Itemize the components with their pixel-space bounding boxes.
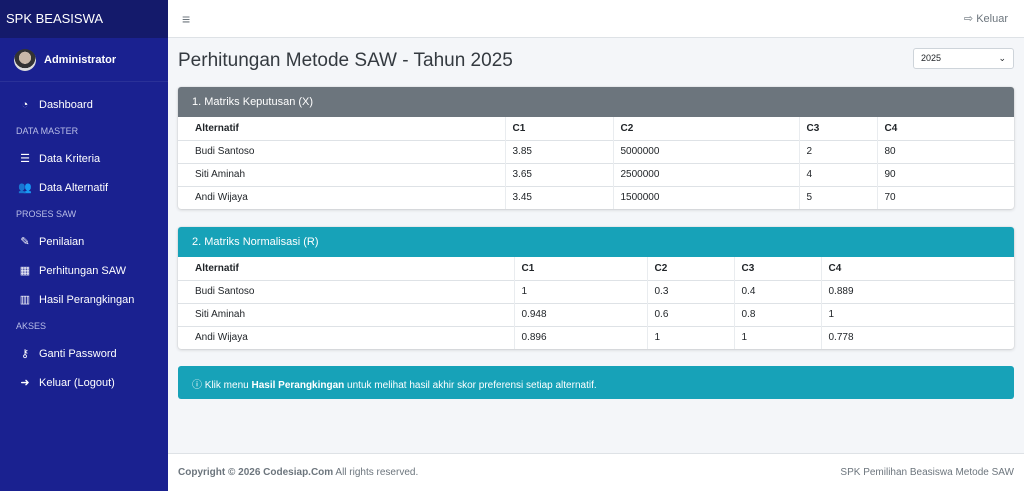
table-cell: 4 xyxy=(798,162,877,186)
topbar: ≡ ⇨ Keluar xyxy=(168,0,1024,38)
table-cell: 80 xyxy=(876,139,1014,163)
table-cell: 5000000 xyxy=(612,139,799,163)
table-cell: 0.778 xyxy=(820,325,1014,349)
sidebar-item-label: Hasil Perangkingan xyxy=(39,293,135,306)
footer: Copyright © 2026 Codesiap.Com All rights… xyxy=(168,453,1024,491)
sidebar-item-hasil-perangkingan[interactable]: ▥ Hasil Perangkingan xyxy=(0,285,168,314)
table-cell: 1 xyxy=(513,279,647,303)
table-cell: 3.45 xyxy=(504,185,613,209)
column-header: C1 xyxy=(513,257,647,280)
normalized-matrix-card: 2. Matriks Normalisasi (R) Alternatif C1 C… xyxy=(178,227,1014,349)
table-cell: 5 xyxy=(798,185,877,209)
table-row: Siti Aminah 0.948 0.6 0.8 1 xyxy=(178,302,1014,326)
column-header: Alternatif xyxy=(195,122,239,134)
table-row: Andi Wijaya 0.896 1 1 0.778 xyxy=(178,325,1014,349)
decision-matrix-card: 1. Matriks Keputusan (X) Alternatif C1 C2 C… xyxy=(178,87,1014,209)
page-title: Perhitungan Metode SAW - Tahun 2025 xyxy=(178,50,513,71)
table-cell: 0.8 xyxy=(733,302,821,326)
user-name: Administrator xyxy=(44,53,117,66)
copyright: Copyright © 2026 Codesiap.Com xyxy=(178,467,334,478)
chart-bar-icon: ▥ xyxy=(19,294,31,306)
sidebar-item-penilaian[interactable]: ✎ Penilaian xyxy=(0,227,168,256)
avatar xyxy=(14,48,36,71)
table-row: Budi Santoso 1 0.3 0.4 0.889 xyxy=(178,279,1014,303)
table-row: Siti Aminah 3.65 2500000 4 90 xyxy=(178,162,1014,186)
sidebar-item-data-alternatif[interactable]: 👥 Data Alternatif xyxy=(0,173,168,202)
sign-out-icon: ➜ xyxy=(20,377,30,389)
table-cell: 0.896 xyxy=(513,325,647,349)
sidebar-item-label: Data Kriteria xyxy=(39,152,101,165)
sidebar-item-keluar-logout[interactable]: ➜ Keluar (Logout) xyxy=(0,368,168,397)
column-header: Alternatif xyxy=(195,262,239,274)
column-header: C1 xyxy=(504,117,613,140)
table-cell: 1 xyxy=(733,325,821,349)
table-cell: Siti Aminah xyxy=(178,162,505,186)
table-cell: Siti Aminah xyxy=(178,302,514,326)
card-title: 1. Matriks Keputusan (X) xyxy=(178,87,1014,117)
table-cell: 0.6 xyxy=(646,302,734,326)
calculator-icon: ▦ xyxy=(19,265,31,277)
table-cell: 2 xyxy=(798,139,877,163)
menu-toggle-icon[interactable]: ≡ xyxy=(182,11,191,27)
table-row: Budi Santoso 3.85 5000000 2 80 xyxy=(178,139,1014,163)
sidebar-item-data-kriteria[interactable]: ☰ Data Kriteria xyxy=(0,144,168,173)
sidebar-item-dashboard[interactable]: ◔ Dashboard xyxy=(0,90,168,119)
table-header-row: Alternatif C1 C2 C3 C4 xyxy=(178,257,1014,280)
edit-icon: ✎ xyxy=(20,236,30,248)
column-header: C2 xyxy=(612,117,799,140)
table-cell: 70 xyxy=(876,185,1014,209)
footer-app-name: SPK Pemilihan Beasiswa Metode SAW xyxy=(840,467,1014,478)
table-header-row: Alternatif C1 C2 C3 C4 xyxy=(178,117,1014,140)
column-header: C2 xyxy=(646,257,734,280)
table-cell: 1500000 xyxy=(612,185,799,209)
table-cell: 0.4 xyxy=(733,279,821,303)
year-select[interactable]: 2025 ⌄ xyxy=(913,48,1014,69)
column-header: C4 xyxy=(820,257,1014,280)
sidebar-nav: ◔ Dashboard DATA MASTER ☰ Data Kriteria 👥 Data… xyxy=(0,82,168,397)
nav-section-header: PROSES SAW xyxy=(16,209,77,219)
dashboard-icon: ◔ xyxy=(21,98,29,111)
table-cell: 1 xyxy=(820,302,1014,326)
sidebar-item-label: Perhitungan SAW xyxy=(39,264,127,277)
chevron-down-icon: ⌄ xyxy=(998,53,1006,63)
table-cell: 3.85 xyxy=(504,139,613,163)
user-panel[interactable]: Administrator xyxy=(0,38,168,82)
brand-logo[interactable]: SPK BEASISWA xyxy=(0,0,168,38)
logout-link[interactable]: ⇨ Keluar xyxy=(963,13,1008,25)
normalized-matrix-table: Alternatif C1 C2 C3 C4 Budi Santoso 1 0.3 0.4 0.8… xyxy=(178,257,1014,349)
sidebar-item-label: Keluar (Logout) xyxy=(39,376,115,389)
sidebar-item-ganti-password[interactable]: ⚷ Ganti Password xyxy=(0,339,168,368)
table-cell: Budi Santoso xyxy=(178,139,505,163)
table-cell: 0.948 xyxy=(513,302,647,326)
column-header: C4 xyxy=(876,117,1014,140)
table-cell: 2500000 xyxy=(612,162,799,186)
sign-out-icon: ⇨ xyxy=(963,13,977,25)
users-icon: 👥 xyxy=(18,182,32,194)
table-cell: Andi Wijaya xyxy=(178,185,505,209)
table-cell: 3.65 xyxy=(504,162,613,186)
table-cell: 90 xyxy=(876,162,1014,186)
table-cell: 0.889 xyxy=(820,279,1014,303)
table-cell: Budi Santoso xyxy=(178,279,514,303)
column-header: C3 xyxy=(733,257,821,280)
sidebar-item-label: Ganti Password xyxy=(39,347,117,360)
info-circle-icon: ⓘ xyxy=(192,380,205,391)
sidebar: SPK BEASISWA Administrator ◔ Dashboard DAT… xyxy=(0,0,168,491)
table-cell: 0.3 xyxy=(646,279,734,303)
sidebar-item-label: Dashboard xyxy=(39,98,93,111)
column-header: C3 xyxy=(798,117,877,140)
table-row: Andi Wijaya 3.45 1500000 5 70 xyxy=(178,185,1014,209)
list-icon: ☰ xyxy=(20,153,30,165)
sidebar-item-perhitungan-saw[interactable]: ▦ Perhitungan SAW xyxy=(0,256,168,285)
nav-section-header: DATA MASTER xyxy=(16,126,79,136)
table-cell: 1 xyxy=(646,325,734,349)
sidebar-item-label: Penilaian xyxy=(39,235,85,248)
key-icon: ⚷ xyxy=(20,348,30,360)
info-alert: ⓘ Klik menu Hasil Perangkingan untuk mel… xyxy=(178,366,1014,399)
table-cell: Andi Wijaya xyxy=(178,325,514,349)
sidebar-item-label: Data Alternatif xyxy=(39,181,109,194)
card-title: 2. Matriks Normalisasi (R) xyxy=(178,227,1014,257)
nav-section-header: AKSES xyxy=(16,321,47,331)
decision-matrix-table: Alternatif C1 C2 C3 C4 Budi Santoso 3.85 500000… xyxy=(178,117,1014,209)
